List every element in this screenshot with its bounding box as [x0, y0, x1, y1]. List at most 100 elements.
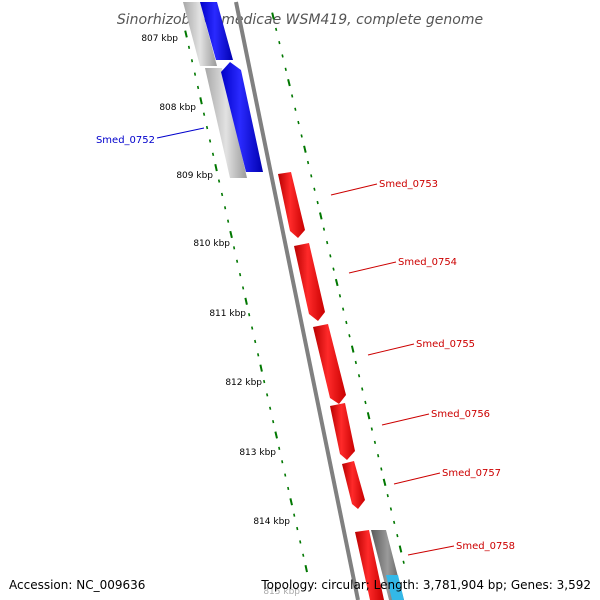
gene-arrow-smed-0756[interactable]: [330, 403, 355, 460]
minor-tick: [284, 67, 287, 71]
minor-tick: [190, 59, 194, 63]
kbp-label: 814 kbp: [253, 517, 290, 527]
minor-tick: [299, 540, 302, 544]
minor-tick: [348, 334, 351, 338]
minor-tick: [393, 520, 396, 524]
minor-tick: [345, 320, 348, 325]
minor-tick: [281, 54, 284, 58]
minor-tick: [291, 94, 294, 98]
minor-tick: [202, 112, 206, 116]
minor-tick: [338, 294, 342, 298]
leader-line: [330, 183, 378, 196]
leader-line: [348, 261, 397, 274]
gene-arrow-smed-0757[interactable]: [342, 461, 365, 509]
minor-tick: [281, 460, 284, 464]
major-tick: [334, 278, 339, 287]
gene-label-smed-0752[interactable]: Smed_0752: [96, 135, 155, 146]
minor-tick: [257, 353, 260, 357]
minor-tick: [272, 420, 275, 424]
gene-arrow-smed-0758[interactable]: [355, 530, 384, 600]
gene-label-smed-0754[interactable]: Smed_0754: [398, 257, 457, 268]
minor-tick: [396, 534, 399, 538]
minor-tick: [211, 152, 215, 156]
minor-tick: [248, 313, 251, 317]
minor-tick: [278, 41, 281, 45]
major-tick: [184, 30, 188, 38]
minor-tick: [294, 107, 297, 111]
major-tick: [244, 297, 248, 305]
minor-tick: [354, 360, 357, 365]
minor-tick: [236, 259, 239, 263]
major-tick: [350, 345, 355, 353]
major-tick: [382, 478, 387, 486]
minor-tick: [227, 219, 230, 223]
minor-tick: [278, 446, 281, 450]
gene-label-smed-0757[interactable]: Smed_0757: [442, 468, 501, 479]
gene-labels: Smed_0752 Smed_0753 Smed_0754 Smed_0755 …: [96, 127, 515, 556]
leader-line: [156, 127, 205, 139]
kbp-label: 808 kbp: [159, 103, 196, 113]
major-tick: [274, 431, 278, 439]
minor-tick: [208, 139, 212, 143]
reverse-strand-genes: [200, 2, 263, 172]
minor-tick: [296, 526, 299, 531]
gene-arrow-smed-0752[interactable]: [221, 62, 263, 172]
minor-tick: [287, 486, 290, 491]
gene-label-smed-0753[interactable]: Smed_0753: [379, 179, 438, 190]
minor-tick: [284, 473, 287, 477]
forward-strand-genes: [278, 172, 384, 600]
minor-tick: [361, 387, 364, 391]
kbp-label: 815 kbp: [263, 587, 300, 597]
minor-tick: [224, 206, 227, 210]
minor-tick: [313, 187, 316, 191]
gene-label-smed-0758[interactable]: Smed_0758: [456, 541, 515, 552]
minor-tick: [187, 45, 191, 49]
genome-stats-text: Topology: circular; Length: 3,781,904 bp…: [261, 578, 591, 592]
kbp-label: 809 kbp: [176, 171, 213, 181]
major-tick: [304, 564, 308, 573]
major-tick: [259, 364, 263, 372]
minor-tick: [370, 427, 373, 431]
minor-tick: [326, 240, 329, 245]
gene-arrow-smed-0753[interactable]: [278, 172, 305, 238]
major-tick: [289, 498, 293, 506]
minor-tick: [302, 553, 305, 557]
minor-tick: [217, 179, 221, 183]
kbp-label: 812 kbp: [225, 378, 262, 388]
gene-arrow-smed-0754[interactable]: [294, 243, 325, 321]
minor-tick: [357, 374, 361, 378]
minor-tick: [254, 339, 257, 344]
map-title: Sinorhizobium medicae WSM419, complete g…: [117, 12, 483, 28]
minor-tick: [266, 393, 269, 397]
gene-label-smed-0756[interactable]: Smed_0756: [431, 409, 490, 420]
minor-tick: [316, 200, 319, 205]
minor-tick: [275, 27, 278, 31]
minor-tick: [389, 507, 393, 511]
major-tick: [229, 230, 233, 239]
major-tick: [366, 412, 371, 420]
minor-tick: [297, 120, 300, 125]
minor-tick: [220, 192, 224, 197]
minor-tick: [251, 326, 254, 330]
minor-tick: [380, 467, 383, 471]
minor-tick: [386, 494, 389, 498]
minor-tick: [233, 246, 236, 250]
major-tick: [287, 78, 291, 87]
minor-tick: [205, 125, 209, 130]
minor-tick: [373, 440, 377, 444]
minor-tick: [263, 379, 266, 384]
gene-label-smed-0755[interactable]: Smed_0755: [416, 339, 475, 350]
minor-tick: [377, 454, 380, 458]
gene-arrow-smed-0755[interactable]: [313, 324, 346, 404]
genome-backbone: [234, 1, 360, 600]
minor-tick: [342, 307, 345, 311]
major-tick: [319, 212, 323, 220]
minor-tick: [332, 267, 335, 271]
gene-arrow-reverse[interactable]: [200, 2, 233, 60]
minor-tick: [293, 513, 296, 517]
major-tick: [271, 12, 275, 20]
minor-tick: [402, 560, 405, 564]
major-tick: [214, 163, 218, 172]
minor-tick: [306, 160, 310, 165]
